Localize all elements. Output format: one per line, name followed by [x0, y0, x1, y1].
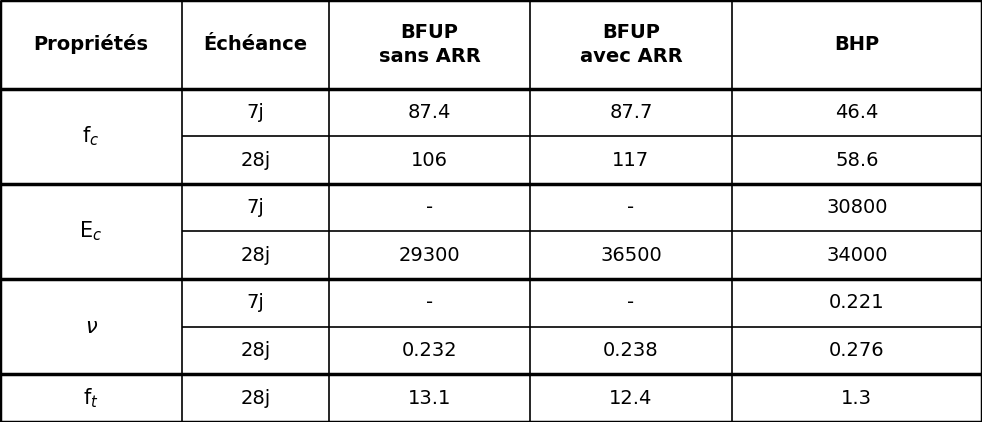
Text: -: - [426, 198, 433, 217]
Text: BFUP
sans ARR: BFUP sans ARR [379, 23, 480, 65]
Text: 0.221: 0.221 [829, 293, 885, 312]
Text: -: - [426, 293, 433, 312]
Text: 7j: 7j [246, 103, 264, 122]
Text: 7j: 7j [246, 293, 264, 312]
Text: E$_c$: E$_c$ [80, 220, 102, 243]
Text: 28j: 28j [241, 151, 270, 170]
Text: 28j: 28j [241, 389, 270, 408]
Text: 28j: 28j [241, 341, 270, 360]
Text: BHP: BHP [835, 35, 879, 54]
Text: 12.4: 12.4 [609, 389, 653, 408]
Text: Échéance: Échéance [203, 35, 307, 54]
Text: 46.4: 46.4 [835, 103, 879, 122]
Text: f$_t$: f$_t$ [82, 387, 99, 410]
Text: 58.6: 58.6 [835, 151, 879, 170]
Text: -: - [627, 293, 634, 312]
Text: Propriétés: Propriétés [33, 34, 148, 54]
Text: ν: ν [85, 317, 96, 337]
Text: 7j: 7j [246, 198, 264, 217]
Text: f$_c$: f$_c$ [82, 124, 99, 148]
Text: 106: 106 [411, 151, 448, 170]
Text: 0.232: 0.232 [402, 341, 458, 360]
Text: 87.4: 87.4 [408, 103, 452, 122]
Text: 28j: 28j [241, 246, 270, 265]
Text: 34000: 34000 [826, 246, 888, 265]
Text: 30800: 30800 [826, 198, 888, 217]
Text: 0.238: 0.238 [603, 341, 659, 360]
Text: 36500: 36500 [600, 246, 662, 265]
Text: -: - [627, 198, 634, 217]
Text: 13.1: 13.1 [408, 389, 452, 408]
Text: 87.7: 87.7 [609, 103, 653, 122]
Text: BFUP
avec ARR: BFUP avec ARR [579, 23, 682, 65]
Text: 29300: 29300 [399, 246, 461, 265]
Text: 1.3: 1.3 [842, 389, 872, 408]
Text: 0.276: 0.276 [829, 341, 885, 360]
Text: 117: 117 [613, 151, 649, 170]
